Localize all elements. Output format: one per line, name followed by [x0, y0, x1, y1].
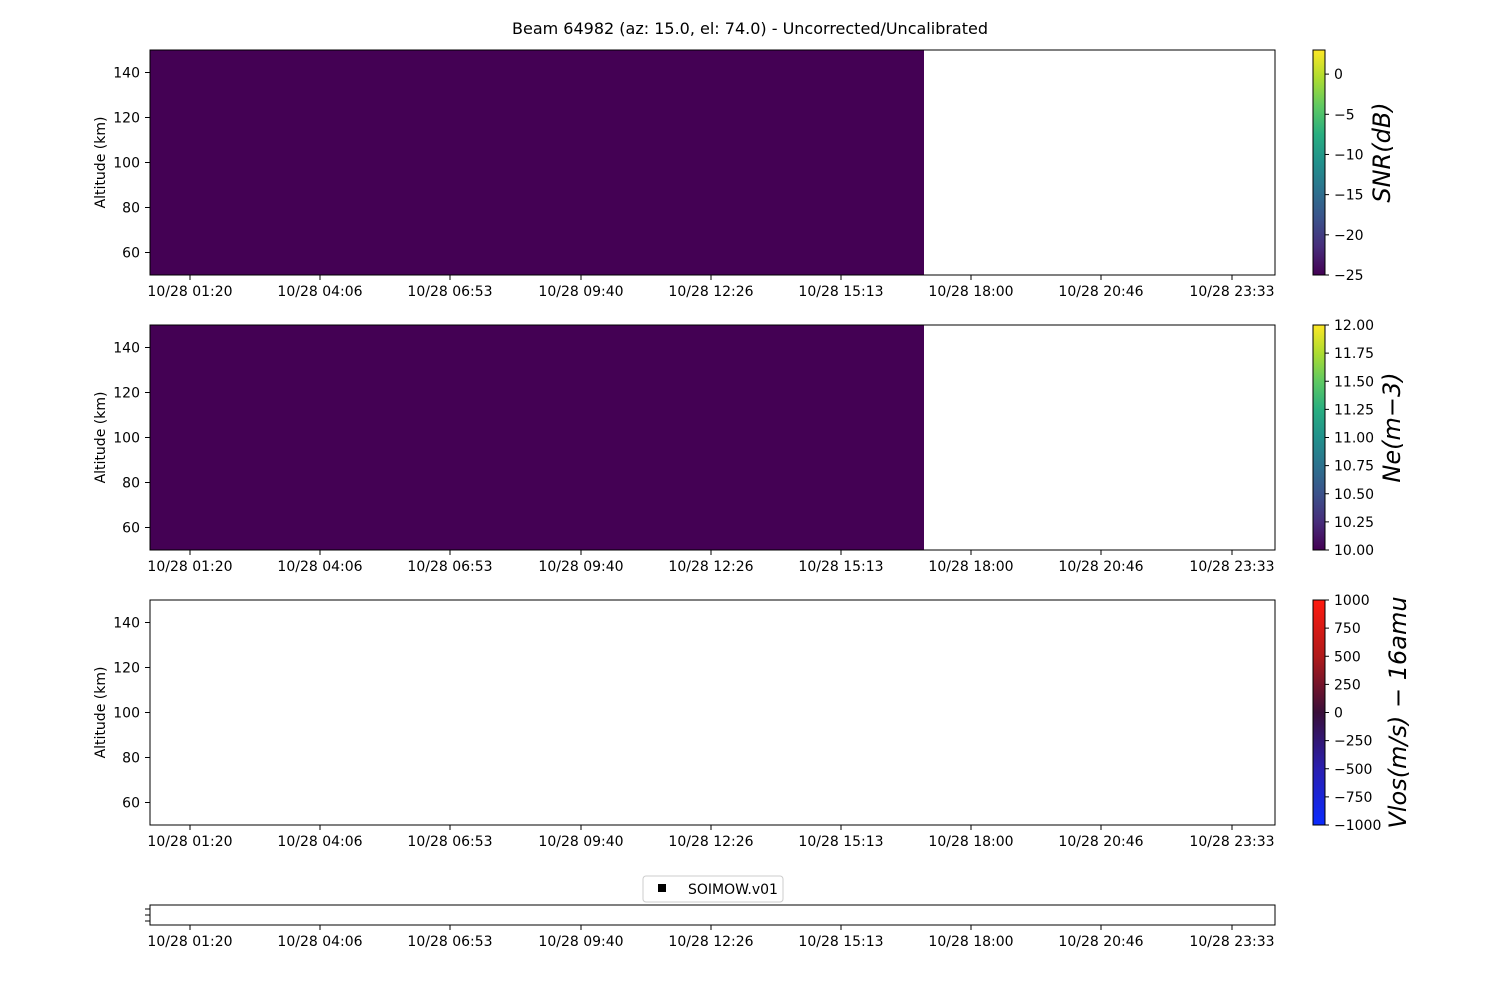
panel2-xtick-label: 10/28 09:40: [538, 559, 623, 575]
panel1-colorbar-tick-label: −10: [1334, 147, 1364, 163]
panel3-xtick-label: 10/28 20:46: [1058, 834, 1143, 850]
panel3-ytick-label: 140: [113, 616, 140, 632]
panel4-xtick-label: 10/28 01:20: [147, 934, 232, 950]
panel1-ytick-label: 80: [122, 201, 140, 217]
panel2-colorbar-tick-label: 11.50: [1334, 374, 1374, 390]
panel3-colorbar-tick-label: 1000: [1334, 593, 1370, 609]
panel2-colorbar-tick-label: 12.00: [1334, 318, 1374, 334]
panel4-xtick-label: 10/28 20:46: [1058, 934, 1143, 950]
panel1-ytick-label: 100: [113, 156, 140, 172]
panel2-xtick-label: 10/28 15:13: [798, 559, 883, 575]
panel1-colorbar: [1312, 49, 1326, 276]
panel3-axes-frame: [149, 599, 1276, 826]
panel3-colorbar-tick-label: 500: [1334, 649, 1361, 665]
panel4-axes-frame: [149, 904, 1276, 926]
panel1-colorbar-tick-label: −5: [1334, 107, 1355, 123]
panel3-colorbar-label: Vlos(m/s) − 16amu: [1384, 596, 1412, 828]
panel2-ytick-label: 120: [113, 386, 140, 402]
panel1-xtick-label: 10/28 20:46: [1058, 284, 1143, 300]
panel2-xtick-label: 10/28 04:06: [277, 559, 362, 575]
panel3-colorbar: [1312, 599, 1326, 826]
panel1-ytick-label: 60: [122, 246, 140, 262]
panel1-xtick-label: 10/28 06:53: [407, 284, 492, 300]
panel2-ytick-label: 140: [113, 341, 140, 357]
panel2-xtick-label: 10/28 20:46: [1058, 559, 1143, 575]
panel2-xtick-label: 10/28 18:00: [928, 559, 1013, 575]
panel1-xtick-label: 10/28 01:20: [147, 284, 232, 300]
panel3-xtick-label: 10/28 23:33: [1189, 834, 1274, 850]
panel4-xtick-label: 10/28 04:06: [277, 934, 362, 950]
panel3-ytick-label: 100: [113, 706, 140, 722]
panel2-colorbar-tick-label: 11.00: [1334, 431, 1374, 447]
panel1-xtick-label: 10/28 18:00: [928, 284, 1013, 300]
panel3-ytick-label: 80: [122, 751, 140, 767]
panel1-colorbar-tick-label: −15: [1334, 188, 1364, 204]
panel3-xtick-label: 10/28 01:20: [147, 834, 232, 850]
panel2-ytick-label: 60: [122, 521, 140, 537]
panel2-colorbar: [1312, 324, 1326, 551]
panel1-ylabel: Altitude (km): [93, 117, 109, 209]
legend-marker: [658, 884, 666, 892]
legend-label: SOIMOW.v01: [688, 882, 778, 898]
panel1-colorbar-tick-label: −25: [1334, 268, 1364, 284]
panel4-xtick-label: 10/28 15:13: [798, 934, 883, 950]
panel4-xtick-label: 10/28 23:33: [1189, 934, 1274, 950]
panel3-ytick-label: 120: [113, 661, 140, 677]
panel1-colorbar-tick-label: 0: [1334, 67, 1343, 83]
panel1-xtick-label: 10/28 04:06: [277, 284, 362, 300]
panel3-xtick-label: 10/28 06:53: [407, 834, 492, 850]
figure-title: Beam 64982 (az: 15.0, el: 74.0) - Uncorr…: [512, 19, 988, 38]
panel1-colorbar-label: SNR(dB): [1368, 102, 1396, 202]
panel3-xtick-label: 10/28 12:26: [668, 834, 753, 850]
panel3-colorbar-tick-label: −750: [1334, 790, 1372, 806]
panel3-xtick-label: 10/28 18:00: [928, 834, 1013, 850]
panel2-xtick-label: 10/28 01:20: [147, 559, 232, 575]
panel1-xtick-label: 10/28 09:40: [538, 284, 623, 300]
panel3-colorbar-tick-label: −500: [1334, 762, 1372, 778]
panel1-ytick-label: 140: [113, 66, 140, 82]
panel1-ytick-label: 120: [113, 111, 140, 127]
panel3-ytick-label: 60: [122, 796, 140, 812]
panel4-xtick-label: 10/28 18:00: [928, 934, 1013, 950]
panel3-colorbar-tick-label: 0: [1334, 706, 1343, 722]
panel1-xtick-label: 10/28 15:13: [798, 284, 883, 300]
panel2-colorbar-tick-label: 11.25: [1334, 402, 1374, 418]
panel3-colorbar-tick-label: 250: [1334, 677, 1361, 693]
panel4-xtick-label: 10/28 09:40: [538, 934, 623, 950]
panel3-xtick-label: 10/28 15:13: [798, 834, 883, 850]
panel2-ytick-label: 80: [122, 476, 140, 492]
panel1-heatmap-cells: [150, 50, 924, 275]
panel1-colorbar-tick-label: −20: [1334, 228, 1364, 244]
panel1-xtick-label: 10/28 12:26: [668, 284, 753, 300]
panel2-colorbar-tick-label: 10.00: [1334, 543, 1374, 559]
panel2-xtick-label: 10/28 06:53: [407, 559, 492, 575]
panel2-colorbar-label: Ne(m−3): [1378, 372, 1406, 482]
panel2-ytick-label: 100: [113, 431, 140, 447]
panel2-xtick-label: 10/28 23:33: [1189, 559, 1274, 575]
panel3-colorbar-tick-label: 750: [1334, 621, 1361, 637]
panel2-colorbar-tick-label: 10.50: [1334, 487, 1374, 503]
panel3-xtick-label: 10/28 09:40: [538, 834, 623, 850]
panel3-xtick-label: 10/28 04:06: [277, 834, 362, 850]
panel2-colorbar-tick-label: 11.75: [1334, 346, 1374, 362]
legend-box: [642, 875, 784, 903]
panel1-xtick-label: 10/28 23:33: [1189, 284, 1274, 300]
panel2-heatmap-cells: [150, 325, 924, 550]
panels: 60 80 100 120 140 Altitude (km) 10/28 01:20 10/…: [93, 49, 1412, 950]
panel2-xtick-label: 10/28 12:26: [668, 559, 753, 575]
panel4-xtick-label: 10/28 12:26: [668, 934, 753, 950]
panel3-ylabel: Altitude (km): [93, 667, 109, 759]
panel3-colorbar-tick-label: −1000: [1334, 818, 1381, 834]
panel2-colorbar-tick-label: 10.75: [1334, 459, 1374, 475]
panel3-colorbar-tick-label: −250: [1334, 734, 1372, 750]
panel2-colorbar-tick-label: 10.25: [1334, 515, 1374, 531]
panel2-ylabel: Altitude (km): [93, 392, 109, 484]
panel4-xtick-label: 10/28 06:53: [407, 934, 492, 950]
